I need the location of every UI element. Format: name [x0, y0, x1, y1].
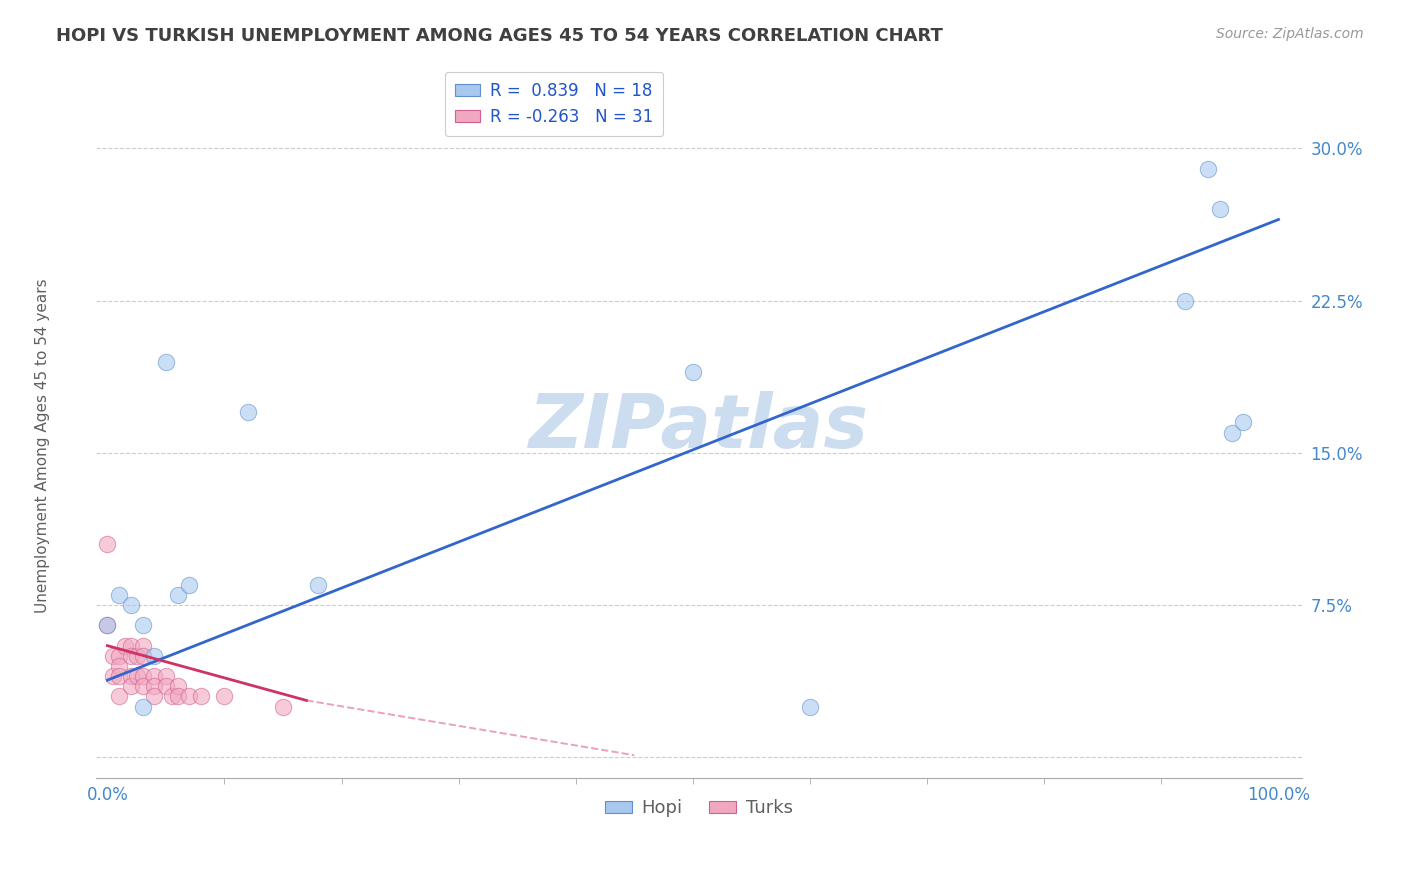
Point — [190, 690, 212, 704]
Point — [236, 405, 259, 419]
Point — [166, 679, 188, 693]
Point — [120, 639, 142, 653]
Point — [131, 669, 153, 683]
Point — [131, 648, 153, 663]
Point — [103, 669, 125, 683]
Point — [143, 669, 166, 683]
Point — [799, 699, 821, 714]
Point — [96, 618, 118, 632]
Point — [179, 690, 201, 704]
Point — [143, 690, 166, 704]
Point — [160, 690, 183, 704]
Text: Source: ZipAtlas.com: Source: ZipAtlas.com — [1216, 27, 1364, 41]
Point — [1220, 425, 1243, 440]
Point — [108, 659, 131, 673]
Legend: Hopi, Turks: Hopi, Turks — [598, 792, 800, 824]
Point — [214, 690, 236, 704]
Point — [108, 648, 131, 663]
Point — [103, 648, 125, 663]
Point — [131, 679, 153, 693]
Point — [96, 537, 118, 551]
Point — [166, 690, 188, 704]
Point — [114, 639, 136, 653]
Point — [108, 588, 131, 602]
Point — [131, 618, 153, 632]
Point — [682, 365, 704, 379]
Text: ZIPatlas: ZIPatlas — [529, 391, 869, 464]
Point — [131, 699, 153, 714]
Point — [143, 679, 166, 693]
Point — [120, 669, 142, 683]
Point — [108, 669, 131, 683]
Point — [120, 679, 142, 693]
Point — [179, 578, 201, 592]
Point — [1197, 161, 1219, 176]
Point — [108, 690, 131, 704]
Point — [120, 598, 142, 612]
Point — [1209, 202, 1232, 217]
Point — [1174, 293, 1197, 308]
Point — [166, 588, 188, 602]
Point — [96, 618, 118, 632]
Point — [125, 648, 148, 663]
Text: Unemployment Among Ages 45 to 54 years: Unemployment Among Ages 45 to 54 years — [35, 278, 49, 614]
Point — [125, 669, 148, 683]
Point — [143, 648, 166, 663]
Point — [307, 578, 329, 592]
Point — [155, 354, 177, 368]
Point — [271, 699, 294, 714]
Point — [1232, 416, 1254, 430]
Point — [131, 639, 153, 653]
Text: HOPI VS TURKISH UNEMPLOYMENT AMONG AGES 45 TO 54 YEARS CORRELATION CHART: HOPI VS TURKISH UNEMPLOYMENT AMONG AGES … — [56, 27, 943, 45]
Point — [155, 669, 177, 683]
Point — [155, 679, 177, 693]
Point — [120, 648, 142, 663]
